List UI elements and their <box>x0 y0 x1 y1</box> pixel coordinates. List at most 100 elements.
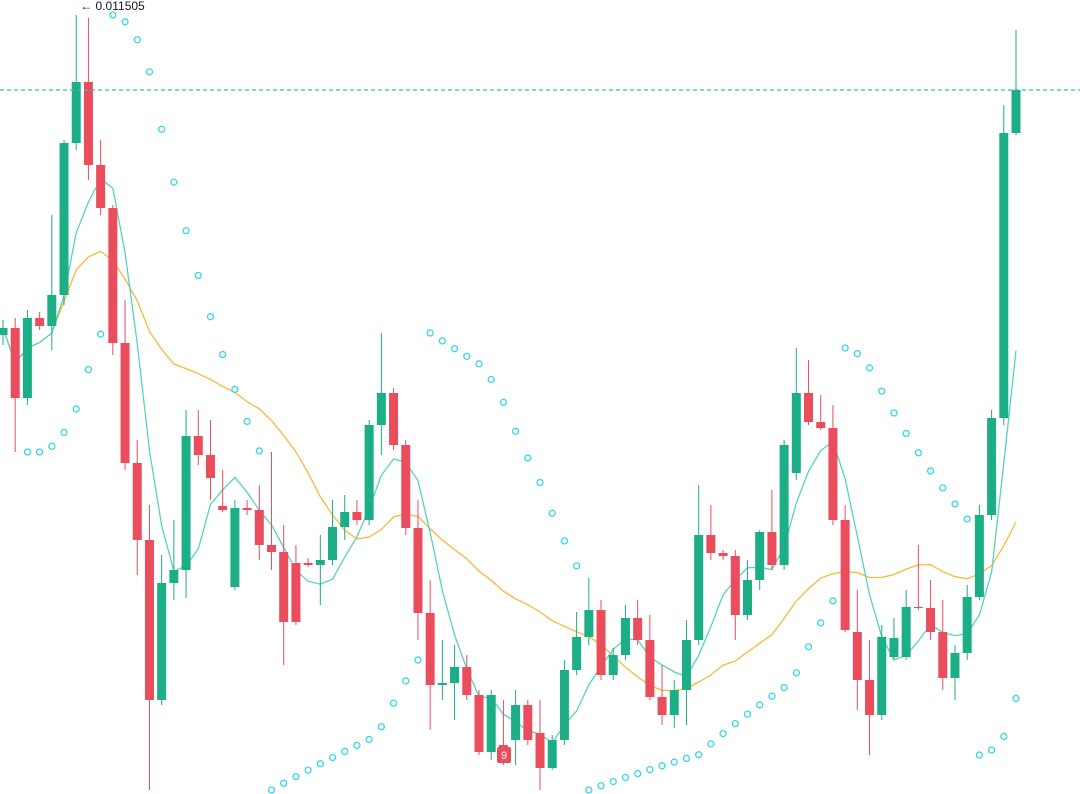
candle-body <box>755 532 765 580</box>
sar-dot <box>865 364 874 372</box>
candle-body <box>987 418 997 515</box>
candle-body <box>840 520 850 630</box>
candle-body <box>706 535 716 553</box>
candle-body <box>645 640 655 697</box>
candle-body <box>132 463 142 540</box>
sar-dot <box>438 337 447 345</box>
sar-dot <box>475 360 483 368</box>
candle-body <box>144 540 154 700</box>
candle-body <box>425 613 435 685</box>
candle-body <box>865 680 875 715</box>
sar-dot <box>939 484 947 492</box>
candle-body <box>523 705 533 740</box>
sar-dot <box>963 515 971 523</box>
candle-body <box>633 618 643 640</box>
sar-dot <box>72 405 80 413</box>
sar-dot <box>206 313 215 321</box>
candle-body <box>962 597 972 653</box>
sar-dot <box>987 746 996 754</box>
sar-dot <box>841 344 849 352</box>
sar-dot <box>121 18 129 26</box>
candle-body <box>767 532 777 565</box>
sar-dot <box>109 11 117 19</box>
candle-body <box>340 512 350 527</box>
sar-dot <box>646 765 654 774</box>
sar-dot <box>658 762 666 770</box>
sar-dot <box>585 786 593 794</box>
candle-body <box>584 610 594 637</box>
sar-dot <box>511 427 520 435</box>
sar-dot <box>719 729 727 738</box>
candle-body <box>889 638 899 657</box>
candle-body <box>681 640 691 690</box>
sar-dot <box>182 227 190 235</box>
candle-body <box>535 733 545 768</box>
sar-dot <box>243 417 251 426</box>
sar-dot <box>743 710 752 718</box>
candle-body <box>938 632 948 678</box>
candle-body <box>303 563 313 565</box>
sar-dot <box>804 643 813 651</box>
candle-body <box>59 143 69 295</box>
candle-body <box>1011 90 1021 133</box>
candle-body <box>47 295 57 326</box>
sar-dot <box>170 178 178 186</box>
candle-body <box>267 545 277 552</box>
candle-body <box>657 697 667 715</box>
sar-dot <box>670 758 678 766</box>
candle-body <box>364 425 374 520</box>
candle-body <box>462 667 472 695</box>
candle-body <box>547 740 557 768</box>
candle-body <box>71 82 81 143</box>
candle-body <box>791 393 801 473</box>
candle-body <box>474 695 484 752</box>
sar-dot <box>450 345 459 353</box>
candle-body <box>804 393 814 422</box>
sar-dot <box>402 677 410 685</box>
sar-dot <box>23 448 32 456</box>
sar-dot <box>328 753 337 762</box>
sar-dot <box>48 442 56 450</box>
candle-body <box>926 608 936 632</box>
sar-dot <box>158 125 166 133</box>
sar-dot <box>499 398 508 406</box>
sar-dot <box>84 365 93 374</box>
sar-dot <box>914 449 923 457</box>
candle-body <box>0 328 8 335</box>
sar-dot <box>414 656 422 664</box>
sar-dot <box>780 684 788 692</box>
sar-dot <box>572 562 581 570</box>
annotation-text: 9 <box>501 750 507 762</box>
candle-body <box>389 393 399 445</box>
sar-dot <box>304 766 312 774</box>
candle-body <box>218 506 228 510</box>
candle-body <box>108 208 118 343</box>
candle-body <box>816 422 826 428</box>
sar-dot <box>792 669 800 677</box>
candle-body <box>742 580 752 615</box>
sar-dot <box>890 409 898 417</box>
candle-body <box>852 632 862 680</box>
candle-body <box>608 655 618 675</box>
candle-body <box>620 618 630 655</box>
annotation-badge <box>497 747 511 763</box>
sar-dot <box>96 330 105 338</box>
slow-ma-line <box>2 250 1017 692</box>
sar-dot <box>560 537 569 545</box>
candle-body <box>328 527 338 560</box>
sar-dot <box>707 740 715 748</box>
sar-dot <box>817 619 825 627</box>
sar-dot <box>353 741 361 750</box>
sar-dot <box>951 500 959 508</box>
candle-body <box>157 583 167 700</box>
sar-dot <box>60 428 68 437</box>
candle-body <box>10 328 20 398</box>
candle-body <box>413 528 423 613</box>
candle-body <box>718 553 728 556</box>
candle-body <box>22 318 32 398</box>
sar-dot <box>621 773 630 782</box>
sar-dot <box>426 329 434 337</box>
candle-body <box>193 436 203 455</box>
